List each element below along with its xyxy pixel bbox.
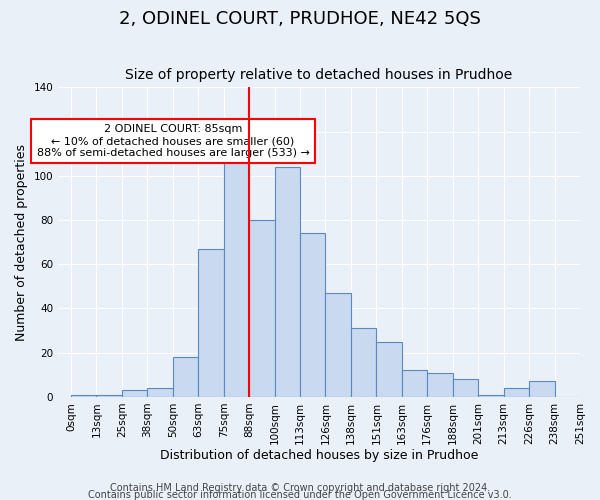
Bar: [325, 293, 351, 397]
Text: 2 ODINEL COURT: 85sqm
← 10% of detached houses are smaller (60)
88% of semi-deta: 2 ODINEL COURT: 85sqm ← 10% of detached …: [37, 124, 310, 158]
Bar: [198, 249, 224, 397]
Bar: [529, 382, 554, 397]
Bar: [351, 328, 376, 397]
Text: 2, ODINEL COURT, PRUDHOE, NE42 5QS: 2, ODINEL COURT, PRUDHOE, NE42 5QS: [119, 10, 481, 28]
Bar: [300, 234, 325, 397]
Bar: [275, 167, 300, 397]
Bar: [147, 388, 173, 397]
Bar: [427, 372, 453, 397]
Text: Contains public sector information licensed under the Open Government Licence v3: Contains public sector information licen…: [88, 490, 512, 500]
Bar: [453, 380, 478, 397]
Bar: [224, 154, 249, 397]
Bar: [478, 394, 503, 397]
Bar: [402, 370, 427, 397]
Bar: [97, 394, 122, 397]
Y-axis label: Number of detached properties: Number of detached properties: [15, 144, 28, 340]
Bar: [249, 220, 275, 397]
Text: Contains HM Land Registry data © Crown copyright and database right 2024.: Contains HM Land Registry data © Crown c…: [110, 483, 490, 493]
Bar: [376, 342, 402, 397]
Bar: [71, 394, 97, 397]
Bar: [122, 390, 147, 397]
Bar: [173, 357, 198, 397]
Bar: [503, 388, 529, 397]
X-axis label: Distribution of detached houses by size in Prudhoe: Distribution of detached houses by size …: [160, 450, 478, 462]
Title: Size of property relative to detached houses in Prudhoe: Size of property relative to detached ho…: [125, 68, 513, 82]
